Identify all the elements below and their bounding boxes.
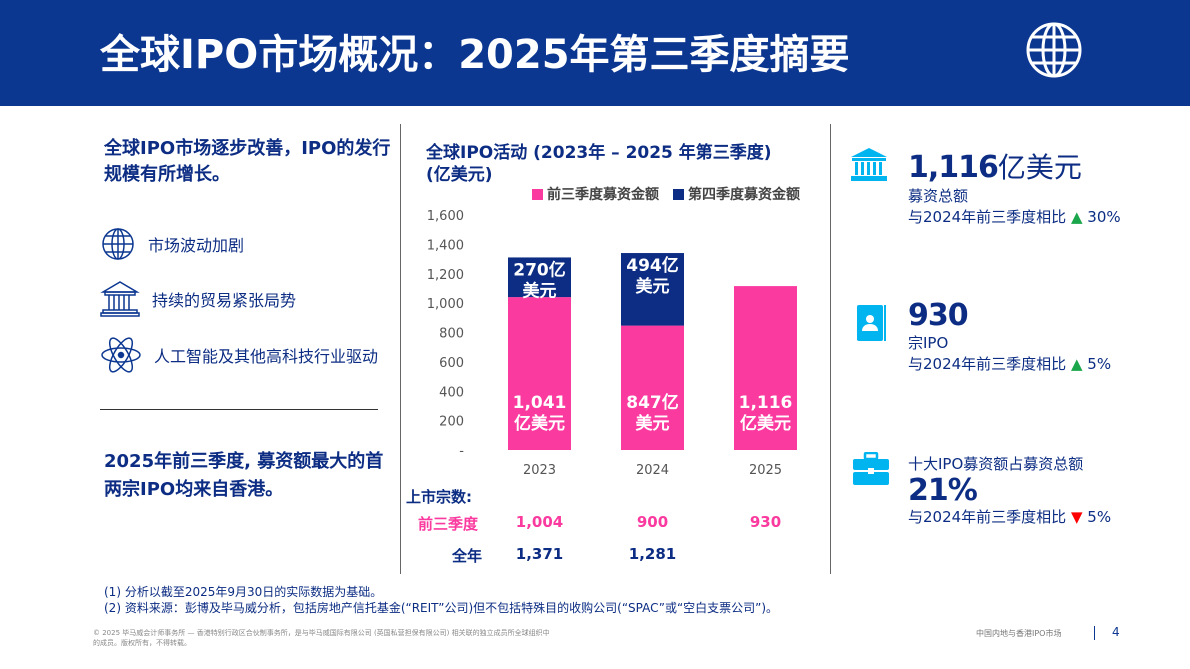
- data-label: 美元: [636, 276, 670, 297]
- y-tick-label: 200: [439, 415, 464, 430]
- arrow-up-icon: ▲: [1070, 355, 1083, 373]
- list-item: 持续的贸易紧张局势: [100, 280, 296, 318]
- listing-row-label: 全年: [452, 547, 483, 565]
- kpi-change: 5%: [1087, 508, 1112, 526]
- legend-swatch: [673, 189, 684, 200]
- bar-2025-q1-q3: [734, 286, 797, 450]
- briefcase-icon: [853, 452, 889, 485]
- y-tick-label: 400: [439, 385, 464, 400]
- kpi-change: 30%: [1087, 208, 1121, 226]
- arrow-down-icon: ▼: [1070, 508, 1083, 526]
- data-label: 美元: [636, 413, 670, 434]
- chart-subtitle: (亿美元): [426, 165, 493, 185]
- data-label: 270亿: [513, 259, 566, 280]
- y-tick-label: -: [459, 444, 464, 459]
- kpi-value: 1,116: [908, 150, 999, 185]
- data-label: 1,116: [739, 393, 793, 413]
- document-name: 中国内地与香港IPO市场: [976, 629, 1062, 638]
- data-label: 1,041: [513, 393, 567, 413]
- data-label: 494亿: [626, 255, 679, 276]
- list-item: 人工智能及其他高科技行业驱动: [100, 336, 378, 374]
- copyright: © 2025 毕马威会计师事务所 — 香港特别行政区合伙制事务所，是与毕马威国际…: [93, 629, 550, 647]
- bank-icon: [851, 148, 887, 181]
- data-label: 亿美元: [514, 413, 565, 434]
- listing-title: 上市宗数:: [406, 488, 472, 506]
- y-tick-label: 800: [439, 327, 464, 342]
- kpi-compare: 与2024年前三季度相比: [908, 355, 1067, 373]
- list-item: 市场波动加剧: [100, 226, 244, 262]
- kpi-value: 930: [908, 298, 969, 333]
- x-tick-label: 2024: [636, 463, 669, 478]
- bar-2024-q4: [621, 253, 684, 326]
- listing-count: 1,371: [515, 545, 564, 563]
- kpi-label: 宗IPO: [908, 334, 949, 352]
- x-tick-label: 2025: [749, 463, 782, 478]
- listing-row-label: 前三季度: [418, 515, 479, 533]
- footnote: (1) 分析以截至2025年9月30日的实际数据为基础。: [104, 585, 383, 599]
- y-tick-label: 1,400: [427, 238, 464, 253]
- kpi-label: 十大IPO募资额占募资总额: [908, 455, 1084, 473]
- data-label: 亿美元: [740, 413, 791, 434]
- bank-icon: [100, 281, 140, 317]
- kpi-total-proceeds: 1,116亿美元 募资总额 与2024年前三季度相比 ▲ 30%: [908, 146, 1121, 228]
- kpi-change: 5%: [1087, 355, 1112, 373]
- y-tick-label: 600: [439, 356, 464, 371]
- header-bar: 全球IPO市场概况：2025年第三季度摘要: [0, 0, 1190, 106]
- x-tick-label: 2023: [523, 463, 556, 478]
- globe-icon: [102, 228, 134, 260]
- atom-icon: [101, 337, 141, 373]
- bar-2024-q1-q3: [621, 325, 684, 450]
- y-tick-label: 1,000: [427, 297, 464, 312]
- page-number: 4: [1112, 625, 1120, 639]
- kpi-compare: 与2024年前三季度相比: [908, 208, 1067, 226]
- left-lead-text: 全球IPO市场逐步改善，IPO的发行规模有所增长。: [104, 138, 391, 185]
- bar-2023-q4: [508, 257, 571, 298]
- data-label: 美元: [523, 280, 557, 301]
- chart-title: 全球IPO活动 (2023年 – 2025 年第三季度) (亿美元): [426, 142, 772, 186]
- kpi-label: 募资总额: [908, 187, 969, 205]
- legend-swatch: [532, 189, 543, 200]
- list-item-label: 市场波动加剧: [148, 236, 245, 255]
- listing-count: 900: [636, 513, 669, 531]
- left-highlight-text: 2025年前三季度, 募资额最大的首两宗IPO均来自香港。: [104, 451, 384, 500]
- contact-book-icon: [857, 305, 886, 341]
- list-item-label: 人工智能及其他高科技行业驱动: [154, 347, 379, 366]
- arrow-up-icon: ▲: [1070, 208, 1083, 226]
- bar-2023-q1-q3: [508, 297, 571, 450]
- chart-legend: 前三季度募资金额 第四季度募资金额: [532, 184, 800, 204]
- legend-label: 第四季度募资金额: [688, 187, 800, 203]
- divider: [100, 409, 378, 410]
- legend-label: 前三季度募资金额: [547, 187, 659, 203]
- data-label: 847亿: [626, 392, 679, 413]
- page-title: 全球IPO市场概况：2025年第三季度摘要: [100, 32, 850, 78]
- kpi-top10-share: 十大IPO募资额占募资总额 21% 与2024年前三季度相比 ▼ 5%: [908, 454, 1111, 528]
- bar-chart: -2004006008001,0001,2001,4001,6001,041亿美…: [427, 209, 797, 478]
- footnote: (2) 资料来源：彭博及毕马威分析，包括房地产信托基金(“REIT”公司)但不包…: [104, 601, 779, 615]
- legend-item: 前三季度募资金额: [532, 184, 659, 204]
- globe-icon: [1026, 22, 1082, 78]
- kpi-compare: 与2024年前三季度相比: [908, 508, 1067, 526]
- chart-title-text: 全球IPO活动 (2023年 – 2025 年第三季度): [426, 143, 772, 163]
- y-tick-label: 1,200: [427, 268, 464, 283]
- kpi-unit: 亿美元: [997, 151, 1082, 184]
- divider: [400, 124, 401, 574]
- kpi-value: 21%: [908, 473, 978, 508]
- legend-item: 第四季度募资金额: [673, 184, 800, 204]
- listing-count: 1,004: [515, 513, 564, 531]
- listing-count: 930: [749, 513, 782, 531]
- kpi-ipo-count: 930 宗IPO 与2024年前三季度相比 ▲ 5%: [908, 298, 1111, 375]
- y-tick-label: 1,600: [427, 209, 464, 224]
- list-item-label: 持续的贸易紧张局势: [152, 291, 297, 310]
- divider: [830, 124, 831, 574]
- divider: [1094, 626, 1095, 640]
- listing-count: 1,281: [628, 545, 677, 563]
